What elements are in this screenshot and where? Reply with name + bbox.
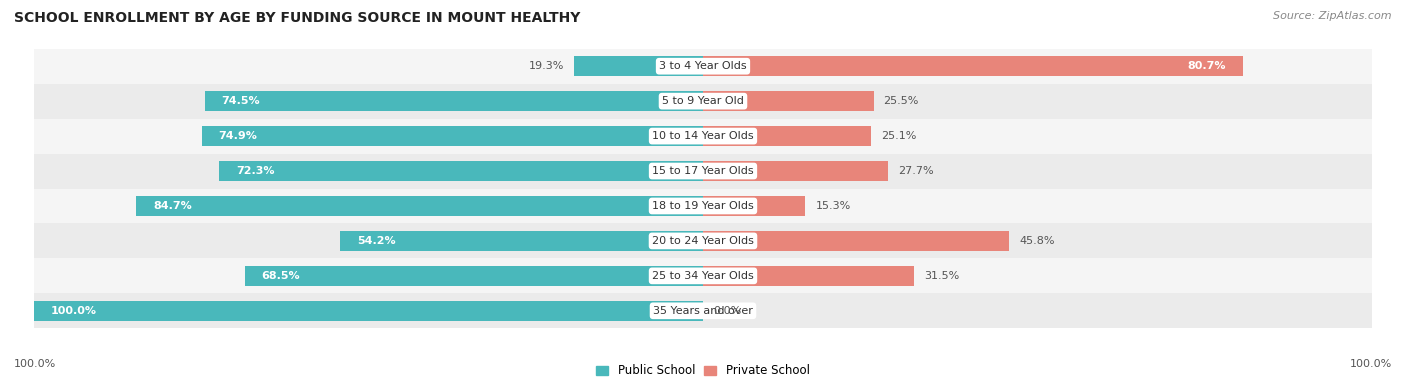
Bar [34, 119, 1372, 153]
Bar [703, 161, 889, 181]
Text: 25.1%: 25.1% [882, 131, 917, 141]
Bar [34, 49, 1372, 84]
Text: 25 to 34 Year Olds: 25 to 34 Year Olds [652, 271, 754, 281]
Text: Source: ZipAtlas.com: Source: ZipAtlas.com [1274, 11, 1392, 21]
Bar [34, 293, 1372, 328]
Text: 100.0%: 100.0% [14, 359, 56, 369]
Bar [34, 153, 1372, 188]
Text: 84.7%: 84.7% [153, 201, 193, 211]
Bar [34, 258, 1372, 293]
Text: 80.7%: 80.7% [1188, 61, 1226, 71]
Text: 5 to 9 Year Old: 5 to 9 Year Old [662, 96, 744, 106]
Bar [245, 266, 703, 286]
Bar [219, 161, 703, 181]
Text: 72.3%: 72.3% [236, 166, 274, 176]
Bar [340, 231, 703, 251]
Bar [202, 126, 703, 146]
Text: 3 to 4 Year Olds: 3 to 4 Year Olds [659, 61, 747, 71]
Bar [703, 56, 1243, 76]
Text: 35 Years and over: 35 Years and over [652, 306, 754, 316]
Text: 20 to 24 Year Olds: 20 to 24 Year Olds [652, 236, 754, 246]
Bar [34, 224, 1372, 258]
Text: 25.5%: 25.5% [883, 96, 920, 106]
Bar [136, 196, 703, 216]
Text: 0.0%: 0.0% [713, 306, 741, 316]
Text: 100.0%: 100.0% [51, 306, 97, 316]
Text: 74.9%: 74.9% [219, 131, 257, 141]
Text: 100.0%: 100.0% [1350, 359, 1392, 369]
Text: 31.5%: 31.5% [924, 271, 959, 281]
Bar [703, 231, 1010, 251]
Text: 15 to 17 Year Olds: 15 to 17 Year Olds [652, 166, 754, 176]
Text: 45.8%: 45.8% [1019, 236, 1054, 246]
Bar [205, 91, 703, 111]
Text: 19.3%: 19.3% [529, 61, 564, 71]
Text: 27.7%: 27.7% [898, 166, 934, 176]
Text: 15.3%: 15.3% [815, 201, 851, 211]
Text: 68.5%: 68.5% [262, 271, 299, 281]
Bar [703, 196, 806, 216]
Bar [34, 188, 1372, 224]
Bar [703, 266, 914, 286]
Bar [703, 91, 873, 111]
Legend: Public School, Private School: Public School, Private School [596, 365, 810, 377]
Bar [574, 56, 703, 76]
Text: SCHOOL ENROLLMENT BY AGE BY FUNDING SOURCE IN MOUNT HEALTHY: SCHOOL ENROLLMENT BY AGE BY FUNDING SOUR… [14, 11, 581, 25]
Bar [34, 84, 1372, 119]
Bar [34, 301, 703, 321]
Text: 10 to 14 Year Olds: 10 to 14 Year Olds [652, 131, 754, 141]
Text: 54.2%: 54.2% [357, 236, 396, 246]
Text: 18 to 19 Year Olds: 18 to 19 Year Olds [652, 201, 754, 211]
Text: 74.5%: 74.5% [221, 96, 260, 106]
Bar [703, 126, 870, 146]
